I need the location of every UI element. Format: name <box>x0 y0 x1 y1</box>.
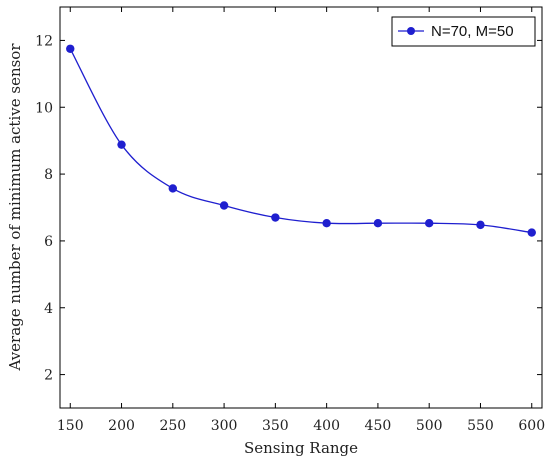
legend-marker-swatch <box>407 27 415 35</box>
data-point <box>66 44 75 53</box>
legend-label: N=70, M=50 <box>431 23 514 40</box>
data-point <box>424 219 434 228</box>
data-point <box>476 220 485 230</box>
data-point <box>219 201 229 210</box>
x-tick-label: 400 <box>313 418 340 434</box>
x-tick-label: 450 <box>365 418 392 434</box>
x-tick-label: 550 <box>467 418 494 434</box>
y-axis: 2 4 6 8 10 12 <box>35 33 542 384</box>
y-tick-label: 6 <box>44 234 53 250</box>
x-tick-label: 300 <box>211 418 238 434</box>
x-tick-label: 250 <box>159 418 186 434</box>
data-point <box>322 219 331 228</box>
data-point <box>373 219 383 228</box>
data-point <box>117 140 126 149</box>
y-axis-title: Average number of minimum active sensor <box>6 43 24 372</box>
x-tick-label: 600 <box>518 418 545 434</box>
data-point <box>168 184 178 193</box>
x-axis-title: Sensing Range <box>244 439 358 457</box>
y-tick-label: 4 <box>44 301 53 317</box>
y-tick-label: 2 <box>44 368 53 384</box>
plot-frame <box>59 6 543 409</box>
x-tick-label: 500 <box>416 418 443 434</box>
x-tick-label: 200 <box>108 418 135 434</box>
legend: N=70, M=50 <box>391 16 536 47</box>
x-tick-label: 150 <box>57 418 84 434</box>
x-axis: 150 200 250 300 350 400 450 500 550 600 <box>57 7 545 434</box>
y-tick-label: 10 <box>35 100 53 116</box>
y-tick-label: 12 <box>35 33 53 49</box>
series-markers <box>66 44 536 237</box>
series-line <box>69 48 532 234</box>
data-point <box>527 228 536 237</box>
data-point <box>271 213 280 222</box>
x-tick-label: 350 <box>262 418 289 434</box>
y-tick-label: 8 <box>44 167 53 183</box>
